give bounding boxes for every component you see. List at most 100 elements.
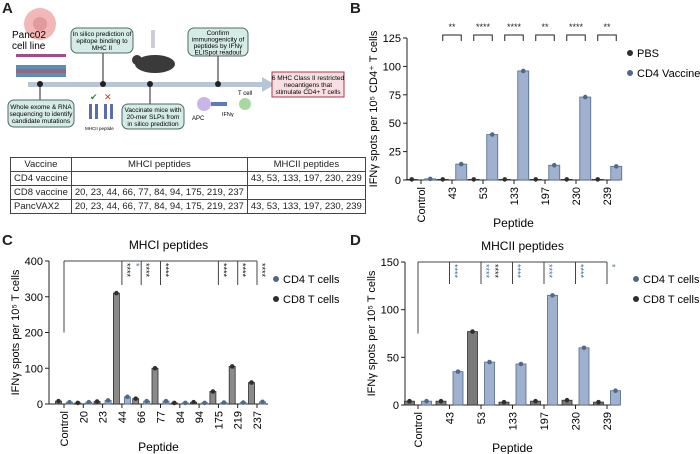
data-point [550, 293, 555, 298]
data-point [56, 398, 61, 404]
significance-label: **** [476, 22, 491, 32]
x-tick-label: 94 [194, 411, 206, 423]
data-point [427, 176, 433, 182]
bar-cd8-t-cells [248, 382, 255, 405]
y-tick-label: 150 [381, 257, 399, 269]
legend-marker [627, 70, 633, 76]
legend-marker [273, 296, 279, 302]
significance-label: **** [122, 263, 132, 278]
apc-tcell-icon: APC IFNγ T cell [192, 91, 252, 122]
data-point [260, 399, 265, 405]
table-cell: 20, 23, 44, 66, 77, 84, 94, 175, 219, 23… [70, 185, 248, 200]
data-point [613, 164, 619, 169]
bar-cd4-vaccine [579, 96, 592, 181]
data-point [582, 94, 588, 100]
x-tick-label: 197 [540, 187, 552, 205]
bar-cd8-t-cells [467, 331, 478, 406]
chart-b: 0 25 50 75 100 125 Control 43 53 133 197 230 239 Pept… [368, 22, 700, 230]
y-tick-label: 200 [25, 328, 43, 340]
data-point [424, 398, 429, 404]
data-point [502, 177, 508, 182]
data-point [152, 365, 158, 371]
legend-marker [633, 296, 639, 302]
apc-label: APC [192, 116, 205, 122]
data-point [564, 397, 570, 403]
bar-cd8-t-cells [151, 367, 159, 405]
significance-bracket [597, 34, 617, 41]
data-point [501, 399, 507, 405]
significance-label: **** [161, 263, 171, 278]
panel-a-schematic: Panc02 cell line Whole exome & RNA sequenc… [7, 8, 345, 131]
x-tick-label: 237 [252, 411, 264, 429]
mouse-icon [132, 55, 175, 73]
bar-cd8-t-cells [228, 366, 236, 405]
x-tick-label: 133 [508, 412, 520, 430]
mhc-peptide-icon: ✔ ✕ MHCII peptide [85, 92, 114, 131]
table-row: PancVAX2 20, 23, 44, 66, 77, 84, 94, 175,… [10, 199, 366, 214]
x-tick-label: 239 [602, 187, 614, 205]
x-tick-label: 230 [571, 187, 583, 205]
significance-label: **** [141, 263, 151, 278]
significance-bracket [504, 34, 524, 41]
data-point [75, 400, 81, 406]
bar-cd4-t-cells [547, 294, 558, 406]
data-point [470, 329, 475, 334]
x-tick-label: 23 [98, 411, 110, 423]
x-tick-label: 53 [476, 412, 488, 424]
mhc-label: MHCII peptide [85, 126, 114, 131]
data-point [133, 396, 138, 401]
step-prediction [70, 27, 134, 54]
x-tick-label: Control [416, 187, 428, 222]
y-tick-label: 0 [37, 399, 43, 411]
significance-label: ** [541, 22, 549, 32]
panel-label-b: B [350, 0, 361, 17]
y-tick-label: 75 [389, 90, 401, 102]
check-icon: ✔ [90, 92, 98, 102]
bar-cd4-t-cells [484, 361, 495, 406]
significance-label: ** [448, 22, 456, 32]
x-tick-label: 239 [602, 412, 614, 430]
table-cell [246, 185, 366, 200]
y-tick-label: 0 [395, 175, 401, 187]
legend-label: CD4 T cells [283, 274, 340, 286]
significance-label: **** [257, 263, 267, 278]
y-tick-label: 25 [389, 147, 401, 159]
x-tick-label: 66 [136, 411, 148, 423]
data-point [613, 388, 618, 394]
data-point [144, 398, 149, 404]
significance-label: **** [218, 263, 228, 278]
data-point [409, 177, 415, 182]
data-point [172, 400, 177, 406]
data-point [125, 394, 130, 400]
dna-sequence-icon [16, 54, 66, 77]
bar-cd4-t-cells [515, 363, 527, 406]
data-point [210, 389, 216, 394]
significance-label: * [131, 263, 141, 267]
bar-cd4-vaccine [455, 163, 468, 181]
significance-label: **** [238, 263, 248, 278]
data-point [489, 132, 495, 137]
table-header: MHCI peptides [70, 157, 248, 172]
data-point [533, 398, 538, 404]
significance-label: **** [490, 264, 500, 279]
bar-cd4-t-cells [578, 347, 590, 406]
y-tick-label: 100 [25, 363, 43, 375]
data-point [114, 290, 119, 296]
table-cell: PancVAX2 [10, 199, 72, 214]
data-point [440, 177, 446, 182]
x-tick-label: 53 [478, 187, 490, 199]
data-point [471, 177, 477, 182]
table-header-row: Vaccine MHCI peptides MHCII peptides [10, 157, 366, 172]
timeline-arrowhead [262, 77, 275, 92]
y-tick-label: 0 [393, 400, 399, 412]
data-point [191, 399, 196, 405]
cross-icon: ✕ [104, 92, 112, 102]
legend-marker [627, 50, 633, 56]
tcell-label: T cell [238, 91, 252, 97]
legend-marker [633, 276, 639, 282]
data-point [455, 369, 461, 374]
y-axis-label: IFNγ spots per 10⁵ T cells [10, 269, 22, 395]
data-point [520, 68, 526, 74]
x-tick-label: Control [413, 412, 425, 447]
significance-label: **** [507, 22, 522, 32]
